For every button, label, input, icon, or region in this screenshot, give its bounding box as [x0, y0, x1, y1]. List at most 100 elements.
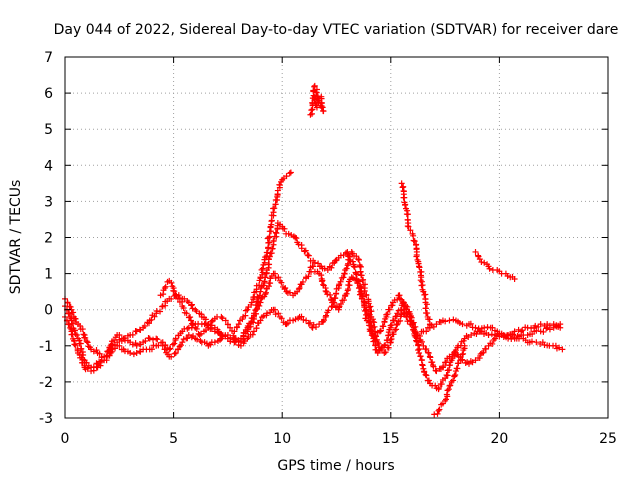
data-point-marker — [385, 332, 392, 339]
data-point-marker — [173, 292, 180, 299]
data-point-marker — [355, 277, 362, 284]
data-point-marker — [414, 332, 421, 339]
data-point-marker — [376, 347, 383, 354]
data-point-marker — [454, 365, 461, 372]
data-point-marker — [508, 331, 515, 338]
data-point-marker — [90, 367, 97, 374]
data-point-marker — [388, 321, 395, 328]
data-point-marker — [293, 235, 300, 242]
tick-labels: 0 5 10 15 20 25 -3 -2 -1 0 1 2 3 4 5 6 7 — [39, 50, 617, 447]
data-point-marker — [417, 353, 424, 360]
data-point-marker — [552, 342, 559, 349]
data-point-marker — [266, 239, 273, 246]
data-point-marker — [188, 334, 195, 341]
data-point-marker — [187, 317, 194, 324]
data-point-marker — [196, 331, 203, 338]
data-point-marker — [299, 278, 306, 285]
data-point-marker — [309, 324, 316, 331]
x-tick-label: 0 — [61, 431, 70, 447]
data-point-marker — [442, 318, 449, 325]
data-point-marker — [341, 297, 348, 304]
data-point-marker — [292, 234, 299, 241]
data-point-marker — [108, 348, 115, 355]
data-point-marker — [70, 309, 77, 316]
data-point-marker — [266, 228, 273, 235]
data-point-marker — [271, 205, 278, 212]
data-point-marker — [343, 290, 350, 297]
data-point-marker — [171, 288, 178, 295]
data-point-marker — [413, 331, 420, 338]
data-point-marker — [305, 273, 312, 280]
data-point-marker — [443, 396, 450, 403]
data-point-marker — [273, 230, 280, 237]
data-point-marker — [420, 365, 427, 372]
data-point-marker — [445, 386, 452, 393]
data-point-marker — [250, 328, 257, 335]
data-point-marker — [259, 265, 266, 272]
data-point-marker — [478, 259, 485, 266]
data-point-marker — [380, 323, 387, 330]
data-point-marker — [263, 310, 270, 317]
data-point-marker — [427, 354, 434, 361]
data-point-marker — [433, 368, 440, 375]
x-tick-label: 20 — [490, 431, 508, 447]
data-point-marker — [296, 285, 303, 292]
data-point-marker — [473, 330, 480, 337]
data-point-marker — [264, 249, 271, 256]
data-point-marker — [66, 310, 73, 317]
data-point-marker — [313, 324, 320, 331]
data-point-marker — [232, 335, 239, 342]
data-point-marker — [480, 349, 487, 356]
data-point-marker — [308, 107, 315, 114]
data-point-marker — [413, 253, 420, 260]
data-point-marker — [172, 291, 179, 298]
data-point-marker — [313, 89, 320, 96]
data-point-marker — [391, 317, 398, 324]
x-tick-label: 10 — [273, 431, 291, 447]
data-point-marker — [328, 264, 335, 271]
data-point-marker — [174, 295, 181, 302]
data-point-marker — [423, 372, 430, 379]
data-point-marker — [270, 238, 277, 245]
data-point-marker — [540, 328, 547, 335]
data-point-marker — [383, 311, 390, 318]
data-point-marker — [77, 322, 84, 329]
data-point-marker — [320, 107, 327, 114]
data-point-marker — [433, 321, 440, 328]
data-point-marker — [71, 341, 78, 348]
data-point-marker — [425, 377, 432, 384]
data-point-marker — [459, 321, 466, 328]
data-point-marker — [370, 338, 377, 345]
data-point-marker — [311, 82, 318, 89]
data-point-marker — [440, 363, 447, 370]
data-point-marker — [298, 313, 305, 320]
y-tick-label: 6 — [44, 86, 53, 102]
data-point-marker — [159, 342, 166, 349]
y-tick-label: 3 — [44, 194, 53, 210]
data-point-marker — [332, 295, 339, 302]
data-point-marker — [384, 311, 391, 318]
data-point-marker — [145, 320, 152, 327]
data-point-marker — [247, 323, 254, 330]
data-point-marker — [193, 325, 200, 332]
data-point-marker — [405, 223, 412, 230]
data-point-marker — [419, 361, 426, 368]
data-point-marker — [358, 290, 365, 297]
data-point-marker — [482, 346, 489, 353]
data-point-marker — [208, 318, 215, 325]
data-point-marker — [455, 360, 462, 367]
data-point-marker — [79, 326, 86, 333]
y-tick-label: 1 — [44, 267, 53, 283]
data-point-marker — [268, 217, 275, 224]
data-point-marker — [404, 211, 411, 218]
data-point-marker — [333, 290, 340, 297]
data-point-marker — [394, 321, 401, 328]
data-point-marker — [311, 83, 318, 90]
data-point-marker — [325, 307, 332, 314]
data-point-marker — [271, 306, 278, 313]
data-point-marker — [205, 321, 212, 328]
data-point-marker — [93, 347, 100, 354]
data-point-marker — [416, 264, 423, 271]
data-point-marker — [168, 353, 175, 360]
data-point-marker — [422, 371, 429, 378]
